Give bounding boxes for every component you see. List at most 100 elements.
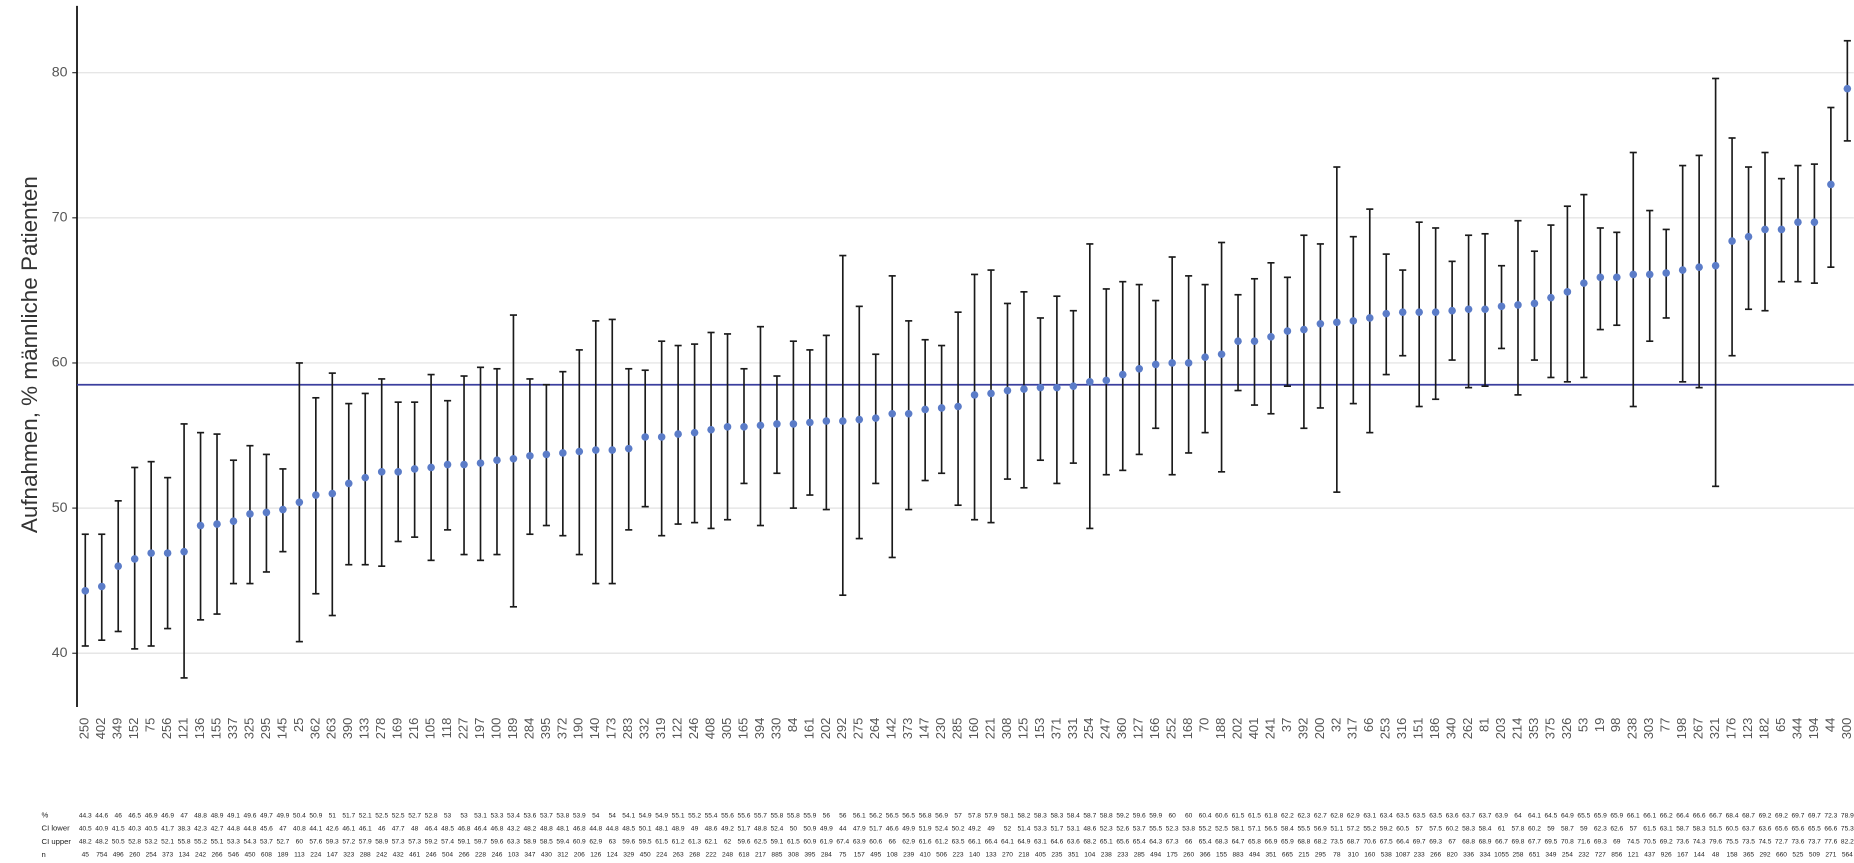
table-cell: 57.2 — [342, 838, 355, 845]
table-cell: 57 — [954, 812, 962, 819]
table-cell: 65.9 — [1281, 838, 1294, 845]
table-cell: 334 — [1480, 851, 1491, 858]
table-cell: 49.9 — [902, 825, 915, 832]
table-cell: 55.5 — [1297, 825, 1310, 832]
table-cell: 160 — [1364, 851, 1375, 858]
x-tick-label: 66 — [1361, 718, 1376, 732]
table-cell: 58.7 — [1083, 812, 1096, 819]
table-cell: 46.4 — [474, 825, 487, 832]
table-row-label: n — [42, 850, 46, 859]
table-cell: 69.7 — [1413, 838, 1426, 845]
table-row-label: % — [42, 811, 49, 820]
point — [1135, 364, 1144, 373]
table-cell: 61.5 — [1232, 812, 1245, 819]
y-tick-label: 70 — [52, 210, 68, 226]
table-cell: 60.9 — [803, 838, 816, 845]
table-cell: 52.1 — [359, 812, 372, 819]
y-axis-label: Aufnahmen, % männliche Patienten — [17, 176, 42, 533]
x-tick-label: 264 — [867, 718, 882, 740]
table-cell: 55.7 — [754, 812, 767, 819]
y-tick-label: 50 — [52, 500, 68, 516]
table-cell: 63.6 — [1759, 825, 1772, 832]
point — [147, 549, 155, 557]
table-cell: 63.5 — [1396, 812, 1409, 819]
table-cell: 66.9 — [1265, 838, 1278, 845]
point — [1448, 306, 1456, 315]
table-cell: 48.5 — [622, 825, 635, 832]
table-cell: 660 — [1776, 851, 1787, 858]
table-cell: 53 — [460, 812, 468, 819]
table-row-label: CI lower — [42, 824, 71, 833]
x-tick-label: 372 — [554, 718, 569, 740]
table-cell: 754 — [96, 851, 107, 858]
table-cell: 564 — [1842, 851, 1853, 858]
table-cell: 258 — [1512, 851, 1523, 858]
table-cell: 55.1 — [211, 838, 224, 845]
table-cell: 59 — [1547, 825, 1555, 832]
table-cell: 48.2 — [95, 838, 108, 845]
point — [130, 555, 139, 563]
table-cell: 50.9 — [803, 825, 816, 832]
x-tick-label: 308 — [999, 718, 1014, 740]
table-cell: 40.3 — [128, 825, 141, 832]
x-tick-label: 295 — [258, 718, 273, 740]
point — [740, 423, 748, 431]
table-cell: 64.3 — [1149, 838, 1162, 845]
table-cell: 65.8 — [1248, 838, 1261, 845]
table-cell: 52.4 — [770, 825, 783, 832]
table-cell: 63.5 — [1429, 812, 1442, 819]
table-cell: 70.5 — [1643, 838, 1656, 845]
point — [361, 473, 370, 482]
table-cell: 410 — [920, 851, 931, 858]
table-cell: 74.3 — [1693, 838, 1706, 845]
x-tick-label: 189 — [505, 718, 520, 740]
table-cell: 64.1 — [1528, 812, 1541, 819]
table-cell: 42.3 — [194, 825, 207, 832]
point — [1514, 301, 1522, 309]
table-cell: 64.9 — [1018, 838, 1031, 845]
x-tick-label: 331 — [1065, 718, 1080, 740]
table-cell: 51.7 — [738, 825, 751, 832]
point — [295, 498, 304, 507]
point — [394, 468, 402, 476]
x-tick-label: 75 — [143, 718, 158, 732]
point — [213, 520, 221, 528]
table-cell: 494 — [1249, 851, 1260, 858]
table-cell: 266 — [459, 851, 470, 858]
point — [1184, 359, 1193, 367]
table-cell: 63.7 — [1462, 812, 1475, 819]
table-cell: 288 — [360, 851, 371, 858]
x-tick-label: 160 — [966, 718, 981, 740]
table-cell: 59.2 — [1116, 812, 1129, 819]
table-cell: 69.7 — [1792, 812, 1805, 819]
table-cell: 126 — [590, 851, 601, 858]
point — [1761, 225, 1769, 234]
table-cell: 64.5 — [1544, 812, 1557, 819]
y-tick-label: 80 — [52, 64, 68, 80]
table-cell: 59.7 — [474, 838, 487, 845]
table-cell: 53 — [444, 812, 452, 819]
table-cell: 66.6 — [1824, 825, 1837, 832]
table-cell: 63.5 — [1413, 812, 1426, 819]
table-cell: 75 — [839, 851, 847, 858]
x-tick-label: 194 — [1806, 718, 1821, 740]
table-cell: 44.8 — [606, 825, 619, 832]
table-cell: 157 — [854, 851, 865, 858]
point — [1102, 376, 1111, 385]
table-cell: 68.9 — [1479, 838, 1492, 845]
point — [1283, 327, 1292, 335]
table-cell: 67.3 — [1166, 838, 1179, 845]
point — [114, 562, 122, 570]
point — [1168, 359, 1176, 367]
table-cell: 65.6 — [1792, 825, 1805, 832]
table-cell: 61.8 — [1265, 812, 1278, 819]
x-tick-label: 77 — [1658, 718, 1673, 732]
point — [987, 389, 995, 398]
table-cell: 270 — [1002, 851, 1013, 858]
table-cell: 68.7 — [1742, 812, 1755, 819]
table-cell: 62.5 — [754, 838, 767, 845]
table-cell: 295 — [1315, 851, 1326, 858]
point — [1415, 308, 1423, 316]
table-cell: 147 — [327, 851, 338, 858]
table-cell: 58.1 — [1001, 812, 1014, 819]
